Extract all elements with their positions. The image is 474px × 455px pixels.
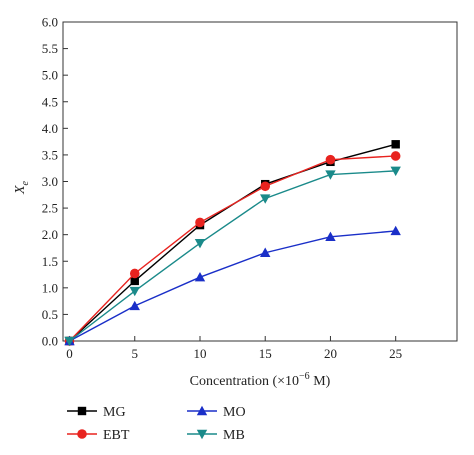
y-tick-label: 3.5 bbox=[42, 147, 58, 162]
y-tick-label: 2.5 bbox=[42, 201, 58, 216]
y-axis-label: Xe bbox=[13, 180, 31, 195]
legend-label-mo: MO bbox=[223, 405, 246, 420]
data-point-mb bbox=[194, 238, 206, 249]
series-layer bbox=[64, 140, 401, 347]
legend-label-mg: MG bbox=[103, 405, 126, 420]
x-tick-label: 25 bbox=[389, 346, 402, 361]
axes-layer bbox=[62, 21, 458, 342]
x-axis-label-exponent: −6 bbox=[299, 371, 310, 382]
legend-marker-mb bbox=[196, 429, 208, 440]
series-line-ebt bbox=[69, 155, 396, 342]
y-tick-label: 6.0 bbox=[42, 15, 58, 30]
y-tick-label: 3.0 bbox=[42, 174, 58, 189]
data-point-mb bbox=[64, 336, 75, 347]
legend-label-ebt: EBT bbox=[103, 428, 130, 443]
data-point-mb bbox=[260, 194, 271, 204]
x-axis-label: Concentration (×10−6 M) bbox=[190, 371, 331, 389]
data-point-mo bbox=[260, 247, 271, 257]
legend-item-mo: MO bbox=[187, 405, 246, 420]
data-point-mo bbox=[194, 272, 206, 282]
data-point-ebt bbox=[260, 181, 271, 192]
y-tick-label: 0.5 bbox=[42, 307, 58, 322]
data-point-ebt bbox=[195, 217, 205, 228]
data-point-mo bbox=[129, 300, 140, 311]
data-point-mg bbox=[391, 140, 400, 149]
y-tick-label: 1.0 bbox=[42, 280, 58, 295]
y-axis-label-subscript: e bbox=[20, 180, 31, 185]
x-axis-label-main: Concentration (×10 bbox=[190, 374, 299, 389]
data-point-ebt bbox=[390, 151, 401, 161]
series-line-mb bbox=[69, 170, 396, 342]
y-tick-label: 0.0 bbox=[42, 334, 58, 349]
data-point-mo bbox=[390, 225, 401, 236]
x-tick-label: 10 bbox=[193, 346, 206, 361]
data-point-ebt bbox=[325, 154, 336, 165]
y-tick-label: 5.0 bbox=[42, 68, 58, 83]
y-tick-label: 5.5 bbox=[42, 41, 58, 56]
y-axis-label-main: X bbox=[13, 185, 28, 195]
legend: MG EBT MO MB bbox=[67, 405, 246, 443]
series-mg bbox=[65, 140, 400, 346]
data-point-mg bbox=[130, 276, 139, 286]
x-tick-label: 5 bbox=[132, 346, 139, 361]
x-axis-label-tail: M) bbox=[310, 374, 331, 389]
data-point-ebt bbox=[129, 268, 140, 279]
legend-item-ebt: EBT bbox=[67, 428, 130, 443]
legend-item-mb: MB bbox=[187, 428, 245, 443]
data-point-mb bbox=[325, 170, 336, 180]
tick-label-layer: 0.0 0.5 1.0 1.5 2.0 2.5 3.0 3.5 4.0 4.5 5.0 5.5 6.0 0… bbox=[42, 15, 402, 362]
series-line-mo bbox=[69, 230, 396, 342]
y-tick-label: 4.0 bbox=[42, 121, 58, 136]
y-tick-label: 2.0 bbox=[42, 227, 58, 242]
legend-label-mb: MB bbox=[223, 428, 245, 443]
y-tick-label: 4.5 bbox=[42, 94, 58, 109]
data-point-mb bbox=[129, 286, 140, 297]
x-tick-label: 15 bbox=[259, 346, 272, 361]
y-tick-label: 1.5 bbox=[42, 254, 58, 269]
legend-marker-ebt bbox=[77, 429, 87, 439]
legend-marker-mo bbox=[196, 405, 208, 416]
legend-marker-mg bbox=[77, 406, 87, 416]
data-point-mb bbox=[390, 166, 401, 177]
series-mo bbox=[64, 225, 401, 346]
x-tick-label: 0 bbox=[66, 346, 73, 361]
data-point-mo bbox=[325, 231, 336, 241]
series-mb bbox=[64, 166, 401, 347]
legend-item-mg: MG bbox=[67, 405, 126, 420]
x-tick-label: 20 bbox=[324, 346, 337, 361]
